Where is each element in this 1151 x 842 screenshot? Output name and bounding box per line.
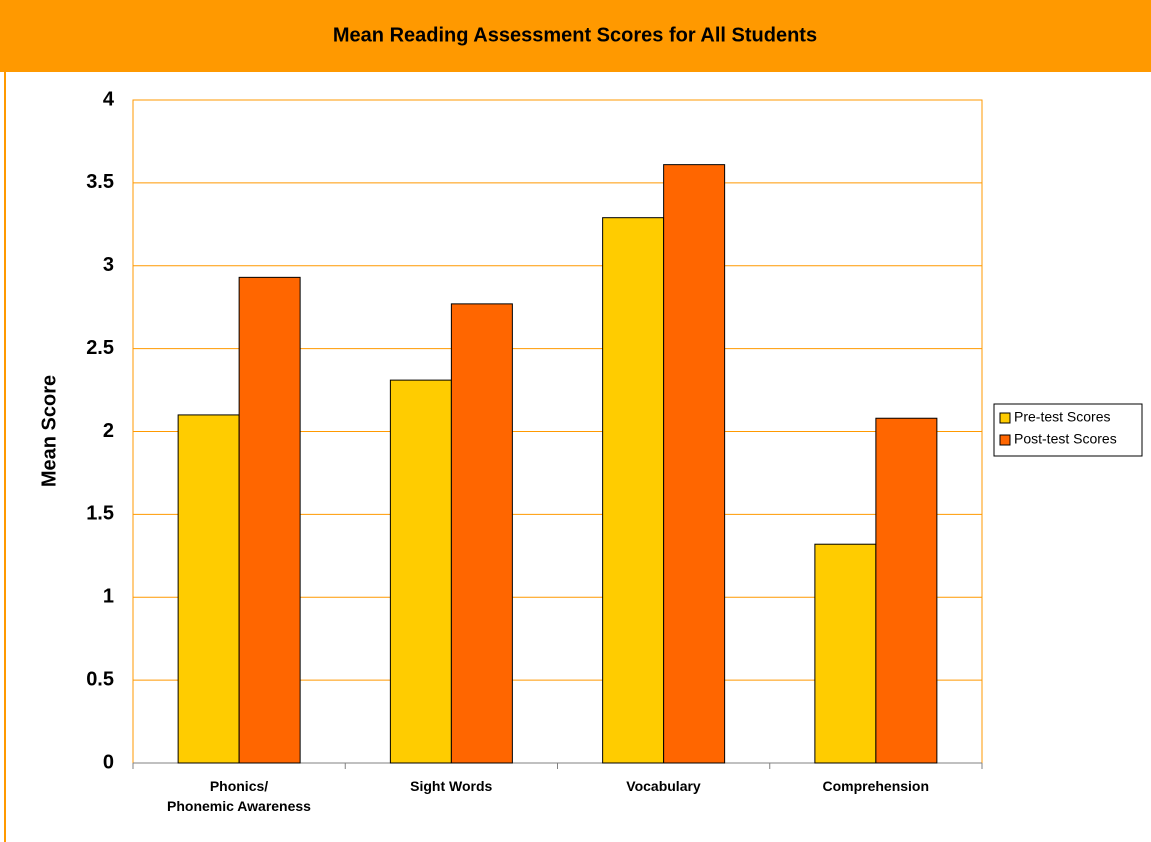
legend-label: Post-test Scores: [1014, 431, 1117, 447]
x-tick-label: Phonics/ Phonemic Awareness: [167, 778, 311, 814]
bar: [875, 417, 938, 764]
y-tick-label: 2.5: [86, 337, 114, 359]
legend-label: Pre-test Scores: [1014, 409, 1110, 425]
y-tick-label: 4: [103, 88, 115, 110]
bar: [238, 276, 301, 764]
y-tick-label: 1: [103, 586, 114, 608]
bar: [814, 543, 877, 764]
bar: [663, 164, 726, 764]
legend-swatch: [999, 434, 1011, 446]
chart-title: Mean Reading Assessment Scores for All S…: [333, 24, 817, 46]
y-tick-label: 1.5: [86, 503, 114, 525]
x-tick-label: Sight Words: [410, 778, 493, 794]
legend-box: [993, 403, 1143, 457]
x-tick-label: Comprehension: [822, 778, 930, 794]
x-tick-label: Vocabulary: [626, 778, 701, 794]
y-tick-label: 2: [103, 420, 114, 442]
y-tick-label: 3.5: [86, 171, 114, 193]
y-axis-label: Mean Score: [38, 375, 60, 487]
bar: [450, 303, 513, 764]
y-tick-label: 3: [103, 254, 114, 276]
y-tick-label: 0: [103, 751, 114, 773]
y-tick-label: 0.5: [86, 668, 114, 690]
bar: [389, 379, 452, 764]
bar: [177, 414, 240, 764]
title-band: [0, 0, 1151, 72]
legend-swatch: [999, 412, 1011, 424]
bar: [602, 217, 665, 764]
